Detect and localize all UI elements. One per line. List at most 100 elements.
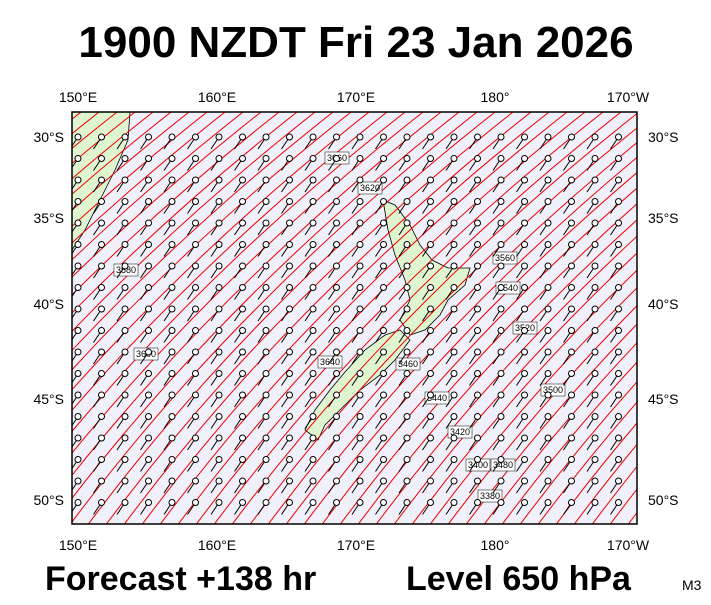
barb-station xyxy=(403,413,411,420)
barb-station xyxy=(286,391,293,399)
barb-station xyxy=(262,327,270,334)
barb-station xyxy=(450,133,458,141)
barb-station xyxy=(145,133,152,141)
barb-station xyxy=(168,133,176,141)
lat-label-left: 50°S xyxy=(33,492,64,508)
barb-station xyxy=(239,413,246,420)
barb-station xyxy=(544,434,552,442)
barb-station xyxy=(286,262,293,270)
contour-line xyxy=(0,105,72,530)
barb-station xyxy=(450,262,458,270)
contour-line xyxy=(321,187,637,524)
barb-station xyxy=(74,327,82,334)
barb-station xyxy=(121,219,129,227)
barb-station xyxy=(333,434,340,442)
contour-line xyxy=(72,112,262,278)
barb-station xyxy=(74,198,82,205)
barb-station xyxy=(427,262,434,270)
barb-station xyxy=(427,305,434,313)
barb-station xyxy=(615,499,622,506)
barb-station xyxy=(192,133,199,141)
barb-station xyxy=(215,327,223,334)
barb-station xyxy=(98,155,105,162)
barb-station xyxy=(121,262,129,270)
barb-station xyxy=(568,434,575,442)
barb-station xyxy=(403,370,411,377)
barb-station xyxy=(544,262,552,270)
barb-station xyxy=(215,434,223,442)
barb-station xyxy=(121,176,129,184)
title: 1900 NZDT Fri 23 Jan 2026 xyxy=(78,18,633,67)
barb-station xyxy=(568,176,575,184)
barb-station xyxy=(192,241,199,248)
barb-station xyxy=(356,133,364,141)
barb-station xyxy=(497,305,505,313)
wind-barbs xyxy=(72,133,622,515)
barb-station xyxy=(168,477,176,485)
barb-station xyxy=(615,391,622,399)
barb-station xyxy=(168,219,176,227)
barb-station xyxy=(262,434,270,442)
barb-station xyxy=(239,198,246,205)
barb-station xyxy=(286,155,293,162)
barb-station xyxy=(192,348,199,356)
barb-station xyxy=(615,456,622,463)
barb-station xyxy=(239,262,246,270)
barb-station xyxy=(121,391,129,399)
barb-station xyxy=(356,284,364,291)
barb-station xyxy=(568,262,575,270)
barb-station xyxy=(356,327,364,334)
barb-station xyxy=(568,133,575,141)
barb-station xyxy=(544,176,552,184)
barb-station xyxy=(380,133,387,141)
barb-station xyxy=(121,370,129,377)
barb-station xyxy=(145,327,152,334)
barb-station xyxy=(333,241,340,248)
barb-station xyxy=(521,219,528,227)
barb-station xyxy=(98,176,105,184)
barb-station xyxy=(286,241,293,248)
contour-label-box xyxy=(395,357,421,371)
contour-line xyxy=(537,401,637,524)
barb-station xyxy=(286,198,293,205)
contour-line xyxy=(0,105,18,530)
lat-label-right: 40°S xyxy=(648,296,679,312)
barb-station xyxy=(215,176,223,184)
barb-station xyxy=(356,305,364,313)
barb-station xyxy=(121,198,129,205)
barb-station xyxy=(450,219,458,227)
contour-label: 3460 xyxy=(398,359,418,369)
barb-station xyxy=(427,327,434,334)
barb-station xyxy=(521,241,528,248)
barb-station xyxy=(403,219,411,227)
barb-station xyxy=(333,499,340,506)
barb-station xyxy=(333,219,340,227)
barb-station xyxy=(521,284,528,291)
barb-station xyxy=(403,284,411,291)
barb-station xyxy=(356,155,364,162)
south-island xyxy=(304,329,411,441)
lon-label-top: 150°E xyxy=(59,89,97,105)
barb-station xyxy=(239,477,246,485)
barb-station xyxy=(333,133,340,141)
barb-station xyxy=(262,133,270,141)
barb-station xyxy=(474,198,481,205)
barb-station xyxy=(474,284,481,291)
barb-station xyxy=(74,456,82,463)
barb-station xyxy=(427,370,434,377)
barb-station xyxy=(544,391,552,399)
barb-station xyxy=(309,198,317,205)
barb-station xyxy=(121,305,129,313)
barb-station xyxy=(145,155,152,162)
barb-station xyxy=(309,499,317,506)
barb-station xyxy=(450,305,458,313)
barb-station xyxy=(474,327,481,334)
barb-station xyxy=(309,477,317,485)
barb-station xyxy=(474,305,481,313)
barb-station xyxy=(403,305,411,313)
barb-station xyxy=(497,241,505,248)
barb-station xyxy=(544,456,552,463)
barb-station xyxy=(215,262,223,270)
barb-station xyxy=(544,477,552,485)
barb-station xyxy=(309,262,317,270)
